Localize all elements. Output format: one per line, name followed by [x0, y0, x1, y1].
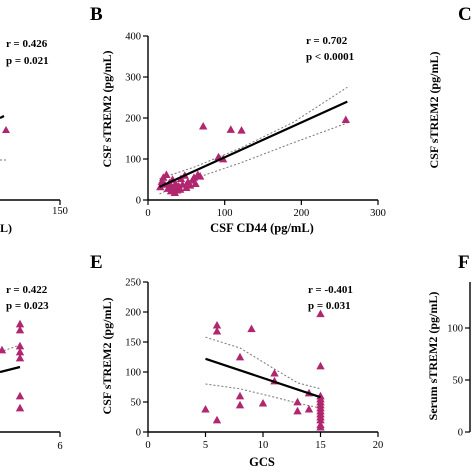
panel-b-p-value: p < 0.0001: [306, 51, 354, 63]
panel-a-r-value: r = 0.426: [6, 38, 48, 50]
panel-d-data-point: [0, 345, 7, 354]
panel-d-data-point: [15, 403, 25, 412]
panel-b-x-tick-label: 300: [370, 208, 386, 219]
panel-b-y-tick-label: 300: [125, 73, 141, 84]
panel-b-y-tick-label: 200: [125, 114, 141, 125]
panel-b-y-tick-label: 400: [125, 32, 141, 43]
panel-a-p-value: p = 0.021: [6, 55, 49, 67]
panel-e-data-point: [316, 423, 325, 431]
panel-b-data-point: [162, 170, 171, 178]
panel-b-plot-area: 0 100 200 300 0 100 200 300 400: [125, 32, 386, 220]
panel-b-data-point: [226, 125, 235, 133]
panel-e-y-tick-label: 0: [136, 428, 141, 439]
panel-b-letter: B: [90, 4, 103, 25]
panel-d-data-point: [15, 341, 25, 350]
panel-e: E CSF sTREM2 (pg/mL) GCS r = -0.401 p = …: [90, 252, 383, 469]
panel-b-data-point: [341, 115, 350, 123]
panel-b-y-axis-label: CSF sTREM2 (pg/mL): [100, 51, 114, 168]
panel-e-data-point: [212, 327, 222, 335]
panel-c-letter: C: [458, 4, 472, 25]
panel-d-data-point: [15, 347, 25, 356]
panel-e-x-tick-label: 5: [203, 440, 208, 451]
panel-e-ci-lower: [205, 383, 321, 409]
panel-e-y-tick-label: 50: [131, 398, 142, 409]
panel-e-x-tick-label: 15: [315, 440, 326, 451]
panel-b-x-tick-label: 200: [293, 208, 309, 219]
panel-e-data-point: [212, 415, 222, 424]
panel-e-data-point: [235, 400, 245, 409]
panel-d-data-point: [15, 391, 25, 400]
panel-e-data-point: [304, 405, 314, 413]
panel-a-data-point: [2, 126, 10, 133]
panel-b-data-point: [199, 122, 208, 130]
panel-b-data-point: [178, 180, 187, 188]
panel-e-data-point: [201, 405, 210, 413]
panel-b-x-axis-label: CSF CD44 (pg/mL): [210, 221, 314, 235]
panel-e-data-point: [258, 399, 268, 407]
panel-d-ci-upper: [0, 344, 21, 353]
panel-d-x-tick-label: 6: [57, 441, 62, 452]
panel-e-y-tick-label: 250: [125, 278, 141, 289]
panel-e-y-tick-label: 150: [125, 338, 141, 349]
panel-b-y-tick-label: 100: [125, 155, 141, 166]
panel-e-p-value: p = 0.031: [308, 300, 351, 312]
panel-b-fit-line: [159, 100, 348, 188]
panel-f-y-ticks: 100 50 0: [447, 324, 470, 439]
panel-e-data-point: [235, 391, 245, 400]
panel-e-x-axis-label: GCS: [249, 455, 275, 469]
panel-e-data-point: [316, 415, 325, 424]
panel-e-data-point: [247, 324, 256, 333]
panel-f-y-axis-label: Serum sTREM2 (pg/mL): [426, 292, 440, 421]
panel-f-letter: F: [458, 252, 470, 273]
panel-c: C CSF sTREM2 (pg/mL): [427, 4, 472, 168]
panel-f: F Serum sTREM2 (pg/mL) 100 50 0: [426, 252, 471, 439]
panel-e-data-point: [235, 352, 245, 361]
panel-d-data-point: [15, 325, 25, 334]
panel-b-r-value: r = 0.702: [306, 35, 348, 47]
panel-d-data-point: [15, 319, 25, 328]
panel-e-x-tick-label: 10: [258, 440, 269, 451]
panel-b-x-tick-label: 0: [145, 208, 150, 219]
panel-c-y-axis-label: CSF sTREM2 (pg/mL): [427, 52, 441, 169]
panel-e-data-point: [316, 309, 325, 318]
panel-e-letter: E: [90, 252, 103, 273]
panel-e-data-point: [316, 361, 325, 370]
panel-e-ci-upper: [205, 336, 321, 390]
panel-b-x-tick-label: 100: [217, 208, 233, 219]
panel-e-r-value: r = -0.401: [308, 284, 353, 296]
panel-f-y-tick-label: 50: [453, 376, 464, 387]
panel-b-data-point: [191, 179, 200, 187]
panel-b-data-point: [182, 183, 191, 192]
panel-f-y-tick-label: 0: [458, 428, 463, 439]
panel-e-fit-line: [205, 357, 321, 399]
panel-a: 150 L) r = 0.426 p = 0.021: [0, 38, 68, 235]
panel-b: B CSF sTREM2 (pg/mL) CSF CD44 (pg/mL) r …: [90, 4, 386, 235]
panel-e-data-point: [293, 406, 302, 415]
panel-e-y-axis-label: CSF sTREM2 (pg/mL): [100, 298, 114, 415]
panel-b-data-point: [237, 126, 246, 134]
panel-e-x-tick-label: 20: [373, 440, 384, 451]
panel-d-points: [0, 319, 25, 412]
panel-d-fit-line: [0, 365, 21, 374]
panel-d: 6 r = 0.422 p = 0.023: [0, 284, 63, 452]
panel-e-data-point: [212, 321, 222, 329]
panel-b-data-point: [189, 173, 199, 181]
panel-d-p-value: p = 0.023: [6, 300, 49, 312]
panel-e-x-tick-label: 0: [145, 440, 150, 451]
panel-e-data-point: [293, 397, 302, 406]
panel-e-data-point: [270, 369, 279, 377]
panel-b-ci-upper: [159, 86, 348, 180]
panel-e-y-tick-label: 200: [125, 308, 141, 319]
panel-b-data-point: [195, 172, 205, 180]
panel-d-r-value: r = 0.422: [6, 284, 48, 296]
panel-a-fit-line: [0, 115, 5, 119]
panel-e-y-tick-label: 100: [125, 368, 141, 379]
panel-a-x-label-fragment: L): [0, 221, 12, 235]
panel-f-y-tick-label: 100: [447, 324, 463, 335]
panel-a-x-tick-label: 150: [52, 206, 68, 217]
panel-b-y-tick-label: 0: [136, 196, 141, 207]
panel-d-data-point: [15, 353, 25, 362]
